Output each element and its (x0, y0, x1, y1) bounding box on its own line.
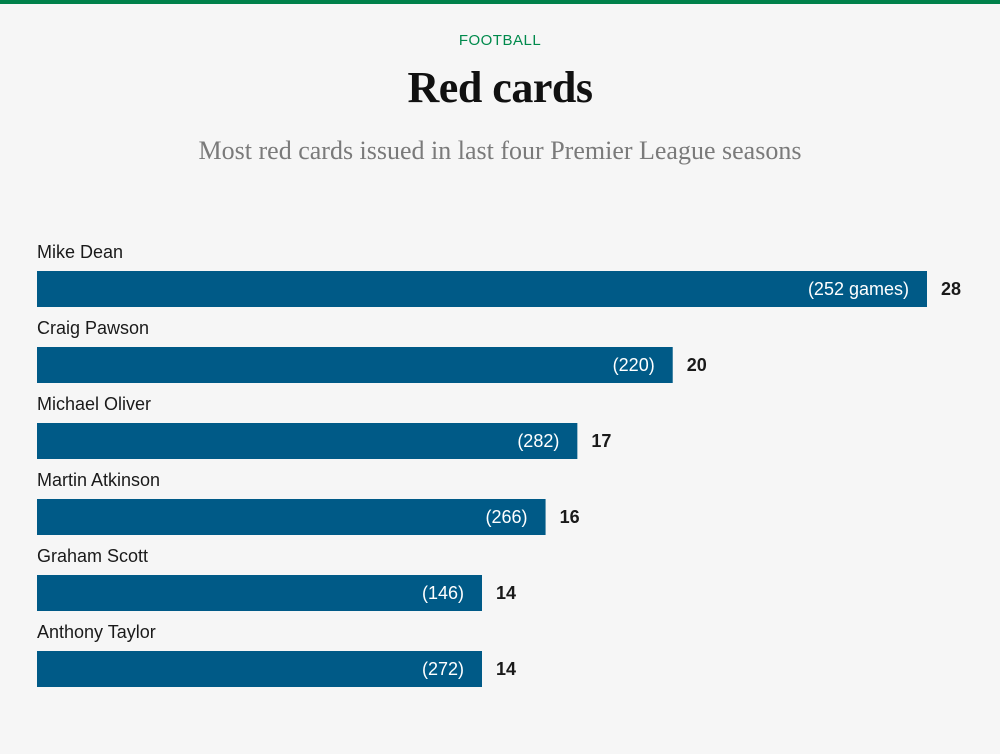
chart-subtitle: Most red cards issued in last four Premi… (198, 136, 802, 165)
chart-title: Red cards (407, 63, 593, 112)
category-label: Craig Pawson (37, 318, 149, 338)
bar-group: Anthony Taylor (272) 14 (37, 622, 516, 687)
bar (37, 271, 927, 307)
value-label: 17 (591, 431, 611, 451)
bar-group: Mike Dean (252 games) 28 (37, 242, 961, 307)
value-label: 14 (496, 583, 516, 603)
bar (37, 423, 578, 459)
bar-group: Graham Scott (146) 14 (37, 546, 516, 611)
bar-group: Michael Oliver (282) 17 (37, 394, 611, 459)
section-label[interactable]: FOOTBALL (458, 32, 542, 49)
games-label: (272) (422, 659, 464, 679)
value-label: 14 (496, 659, 516, 679)
games-label: (220) (613, 355, 655, 375)
bar (37, 499, 546, 535)
bar (37, 347, 673, 383)
bar (37, 575, 482, 611)
category-label: Michael Oliver (37, 394, 151, 414)
bar (37, 651, 482, 687)
category-label: Anthony Taylor (37, 622, 156, 642)
value-label: 16 (560, 507, 580, 527)
value-label: 20 (687, 355, 707, 375)
games-label: (252 games) (808, 279, 909, 299)
games-label: (146) (422, 583, 464, 603)
bar-group: Craig Pawson (220) 20 (37, 318, 707, 383)
category-label: Graham Scott (37, 546, 148, 566)
top-accent-rule (0, 0, 1000, 4)
bar-group: Martin Atkinson (266) 16 (37, 470, 580, 535)
category-label: Mike Dean (37, 242, 123, 262)
games-label: (282) (517, 431, 559, 451)
value-label: 28 (941, 279, 961, 299)
games-label: (266) (486, 507, 528, 527)
category-label: Martin Atkinson (37, 470, 160, 490)
